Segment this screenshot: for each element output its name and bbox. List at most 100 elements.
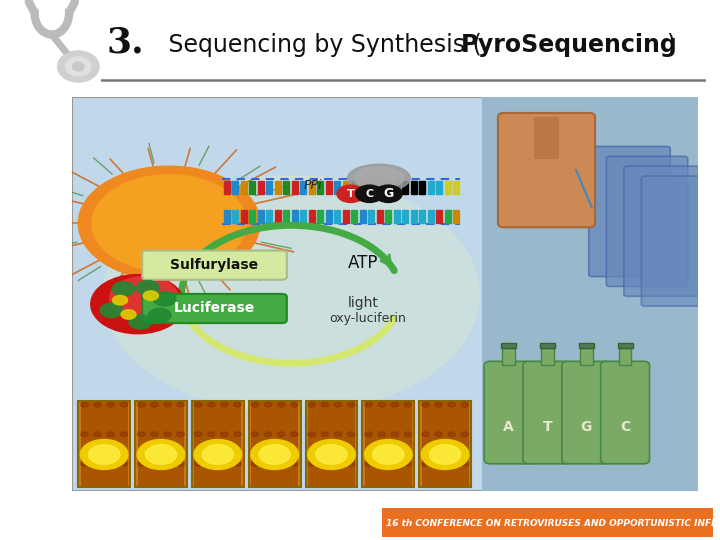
Circle shape [92,175,246,272]
Circle shape [73,62,84,71]
Circle shape [364,440,412,469]
Circle shape [308,432,315,437]
Bar [534,117,559,159]
Bar [248,401,300,488]
Circle shape [163,462,171,466]
Bar [78,401,130,488]
Bar [224,210,230,222]
Circle shape [435,432,442,437]
Bar [274,210,281,222]
Bar [385,210,391,222]
Circle shape [321,462,328,466]
Text: G: G [580,420,592,434]
Bar [453,210,459,222]
Bar [266,181,272,194]
Circle shape [347,462,355,466]
Circle shape [277,462,285,466]
Circle shape [107,462,114,466]
Circle shape [234,402,241,407]
Circle shape [163,402,171,407]
Circle shape [264,432,272,437]
Bar [317,181,323,194]
Bar [541,348,554,365]
Circle shape [207,402,215,407]
Circle shape [81,462,89,466]
Bar [359,210,366,222]
Circle shape [220,432,228,437]
Bar [138,402,184,486]
Circle shape [448,432,456,437]
Circle shape [177,462,184,466]
Bar [501,343,516,348]
Circle shape [291,402,298,407]
Circle shape [391,432,399,437]
Bar [249,210,255,222]
FancyBboxPatch shape [624,166,706,296]
Circle shape [291,462,298,466]
Circle shape [137,280,159,295]
Circle shape [448,462,456,466]
Bar [377,210,383,222]
Text: Sequencing by Synthesis (: Sequencing by Synthesis ( [161,33,482,57]
Circle shape [148,308,171,322]
Bar [359,181,366,194]
Circle shape [138,432,145,437]
Bar [325,210,332,222]
Circle shape [448,402,456,407]
Circle shape [129,315,151,329]
Circle shape [94,432,102,437]
Text: T: T [347,189,355,199]
Bar [283,181,289,194]
Bar [292,181,297,194]
Bar [334,210,341,222]
Bar [292,210,297,222]
Circle shape [404,432,412,437]
Circle shape [404,462,412,466]
Circle shape [145,444,176,464]
FancyBboxPatch shape [142,251,287,280]
Bar [240,210,247,222]
Text: C: C [366,189,374,199]
Bar [385,181,391,194]
Circle shape [378,462,385,466]
FancyBboxPatch shape [606,157,688,286]
Bar [410,210,417,222]
Bar [618,348,631,365]
Circle shape [120,402,127,407]
Bar [419,181,426,194]
Circle shape [291,432,298,437]
Bar [422,402,469,486]
Circle shape [177,432,184,437]
Bar [618,343,633,348]
Bar [258,181,264,194]
Circle shape [334,432,342,437]
Circle shape [378,432,385,437]
Circle shape [307,440,355,469]
Circle shape [251,440,299,469]
Bar [309,210,315,222]
Circle shape [194,432,202,437]
Circle shape [104,176,480,413]
Bar [419,210,426,222]
FancyBboxPatch shape [642,176,720,306]
Circle shape [107,402,114,407]
Bar [81,402,127,486]
Circle shape [138,402,145,407]
Circle shape [220,402,228,407]
Circle shape [107,432,114,437]
Text: ATP: ATP [348,254,378,272]
Circle shape [194,440,242,469]
Bar [274,181,281,194]
Circle shape [120,432,127,437]
FancyBboxPatch shape [589,146,670,276]
Ellipse shape [348,164,410,192]
Circle shape [94,402,102,407]
Text: G: G [383,187,393,200]
Circle shape [259,444,290,464]
Circle shape [150,462,158,466]
Bar [428,210,433,222]
Circle shape [120,462,127,466]
Circle shape [347,432,355,437]
Circle shape [461,462,469,466]
Circle shape [112,295,127,305]
